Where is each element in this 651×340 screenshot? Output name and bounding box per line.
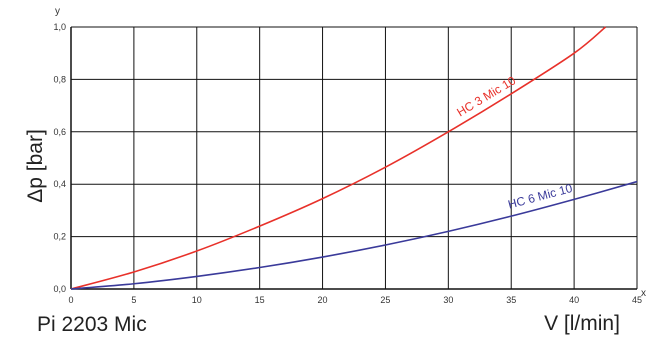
series-labels: HC 3 Mic 10 HC 6 Mic 10 bbox=[454, 73, 574, 211]
y-tick-label: 1,0 bbox=[53, 22, 66, 32]
series-line bbox=[70, 180, 638, 290]
series-lines bbox=[70, 26, 638, 290]
y-tick-label: 0,4 bbox=[53, 179, 66, 189]
y-tick-label: 0,6 bbox=[53, 127, 66, 137]
x-tick-label: 45 bbox=[632, 295, 642, 305]
x-tick-label: 35 bbox=[506, 295, 516, 305]
x-tick-label: 15 bbox=[255, 295, 265, 305]
series-line bbox=[70, 26, 607, 290]
tick-labels: 0 5 10 15 20 25 30 35 40 45 0,0 0,2 0,4 0,6 0,8 1,0 bbox=[53, 22, 642, 305]
series-label: HC 3 Mic 10 bbox=[454, 73, 518, 119]
chart-title: Pi 2203 Mic bbox=[37, 313, 147, 336]
x-tick-label: 5 bbox=[131, 295, 136, 305]
y-tick-label: 0,0 bbox=[53, 284, 66, 294]
y-axis-label: Δp [bar] bbox=[24, 129, 47, 203]
x-tick-label: 10 bbox=[192, 295, 202, 305]
series-label: HC 6 Mic 10 bbox=[506, 181, 574, 212]
x-tick-label: 20 bbox=[318, 295, 328, 305]
x-axis-letter: x bbox=[641, 288, 646, 299]
x-tick-label: 0 bbox=[68, 295, 73, 305]
x-tick-label: 30 bbox=[443, 295, 453, 305]
y-tick-label: 0,8 bbox=[53, 74, 66, 84]
y-axis-letter: y bbox=[55, 6, 60, 17]
y-tick-label: 0,2 bbox=[53, 232, 66, 242]
x-tick-label: 25 bbox=[380, 295, 390, 305]
x-tick-label: 40 bbox=[569, 295, 579, 305]
x-axis-label: V [l/min] bbox=[544, 312, 620, 335]
grid bbox=[70, 26, 638, 290]
